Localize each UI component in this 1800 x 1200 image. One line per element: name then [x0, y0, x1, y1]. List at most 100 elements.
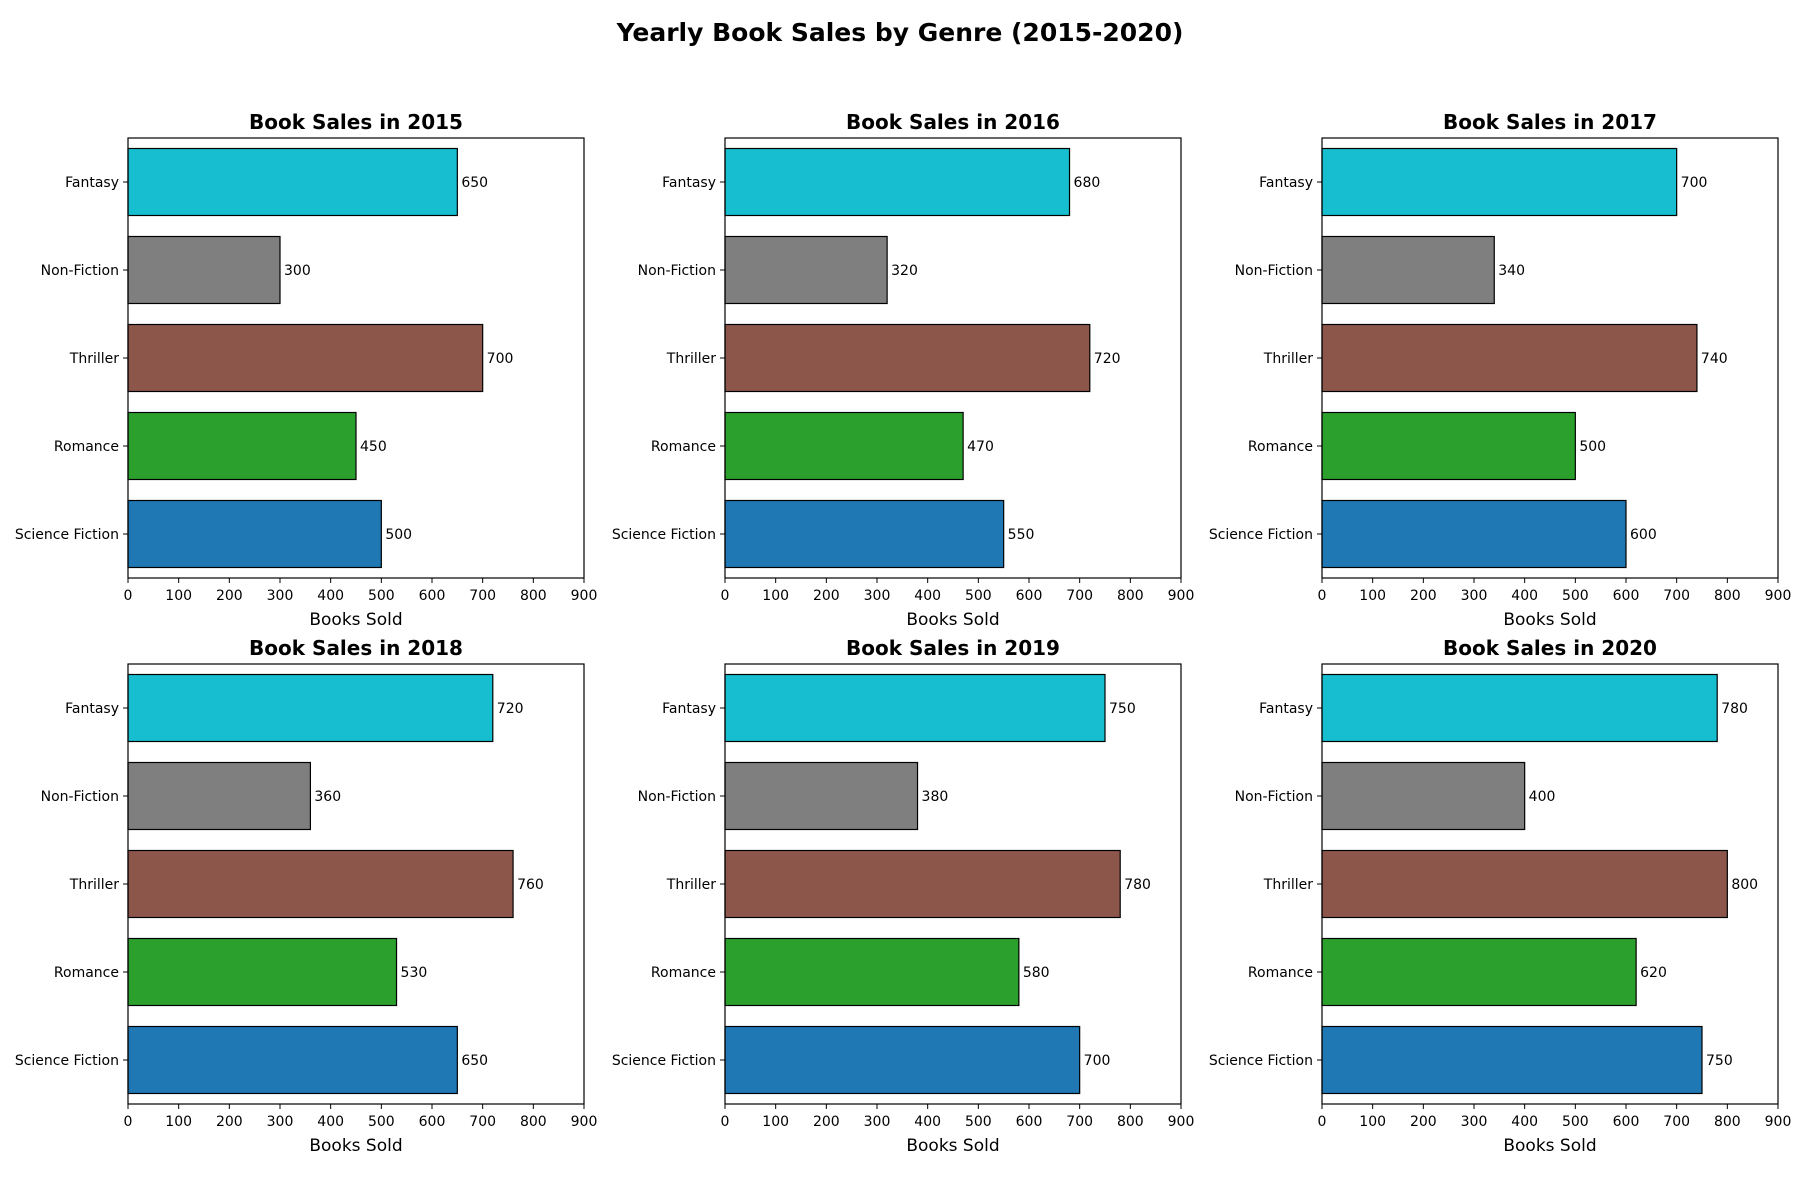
x-tick-label: 300	[1461, 588, 1488, 604]
bar-fantasy	[127, 147, 458, 217]
x-axis-label: Books Sold	[309, 1136, 402, 1156]
subplot-title: Book Sales in 2019	[846, 636, 1060, 660]
y-tick-label: Non-Fiction	[1235, 263, 1313, 279]
x-tick-label: 0	[1318, 588, 1327, 604]
value-label: 800	[1731, 877, 1758, 893]
y-tick-label: Non-Fiction	[41, 789, 119, 805]
x-tick-label: 300	[267, 588, 294, 604]
subplot-title: Book Sales in 2016	[846, 110, 1060, 134]
x-axis-label: Books Sold	[309, 610, 402, 630]
bar-non-fiction	[127, 761, 311, 831]
value-label: 700	[1681, 175, 1708, 191]
x-tick-label: 900	[1168, 1114, 1195, 1130]
y-tick-label: Fantasy	[1259, 175, 1313, 191]
x-tick-label: 400	[1511, 588, 1538, 604]
y-tick-label: Thriller	[1263, 351, 1313, 367]
bar-romance	[1321, 411, 1576, 481]
x-tick-label: 500	[368, 1114, 395, 1130]
x-tick-label: 400	[317, 588, 344, 604]
y-tick-label: Thriller	[1263, 877, 1313, 893]
y-tick-label: Science Fiction	[15, 527, 119, 543]
x-tick-label: 500	[965, 588, 992, 604]
y-tick-label: Thriller	[666, 351, 716, 367]
value-label: 750	[1109, 701, 1136, 717]
x-tick-label: 400	[914, 588, 941, 604]
x-tick-label: 100	[1359, 1114, 1386, 1130]
x-tick-label: 900	[1765, 1114, 1792, 1130]
value-label: 700	[487, 351, 514, 367]
x-tick-label: 800	[520, 588, 547, 604]
x-tick-label: 200	[1410, 588, 1437, 604]
x-axis-label: Books Sold	[906, 610, 999, 630]
x-tick-label: 600	[1613, 1114, 1640, 1130]
bar-romance	[127, 411, 357, 481]
x-tick-label: 200	[216, 588, 243, 604]
bar-thriller	[127, 323, 484, 393]
y-tick-label: Non-Fiction	[41, 263, 119, 279]
x-tick-label: 800	[520, 1114, 547, 1130]
bar-romance	[127, 937, 398, 1007]
figure-title: Yearly Book Sales by Genre (2015-2020)	[616, 18, 1184, 47]
plot-frame	[724, 663, 1182, 1105]
y-tick-label: Science Fiction	[1209, 1053, 1313, 1069]
x-tick-label: 100	[165, 588, 192, 604]
y-tick-label: Romance	[1248, 965, 1313, 981]
x-tick-label: 500	[965, 1114, 992, 1130]
value-label: 580	[1023, 965, 1050, 981]
subplot-title: Book Sales in 2017	[1443, 110, 1657, 134]
y-tick-label: Science Fiction	[1209, 527, 1313, 543]
value-label: 620	[1640, 965, 1667, 981]
value-label: 750	[1706, 1053, 1733, 1069]
y-tick-label: Thriller	[69, 351, 119, 367]
bar-thriller	[1321, 323, 1698, 393]
x-tick-label: 500	[368, 588, 395, 604]
y-tick-label: Fantasy	[65, 175, 119, 191]
x-tick-label: 400	[317, 1114, 344, 1130]
x-tick-label: 800	[1714, 588, 1741, 604]
y-tick-label: Fantasy	[1259, 701, 1313, 717]
x-tick-label: 300	[864, 1114, 891, 1130]
x-tick-label: 600	[419, 1114, 446, 1130]
x-tick-label: 700	[1663, 1114, 1690, 1130]
x-tick-label: 0	[124, 588, 133, 604]
x-tick-label: 300	[267, 1114, 294, 1130]
x-tick-label: 800	[1117, 1114, 1144, 1130]
x-tick-label: 700	[1066, 1114, 1093, 1130]
x-tick-label: 600	[1016, 588, 1043, 604]
x-tick-label: 0	[721, 1114, 730, 1130]
value-label: 720	[497, 701, 524, 717]
x-tick-label: 700	[469, 1114, 496, 1130]
x-tick-label: 300	[864, 588, 891, 604]
value-label: 650	[461, 175, 488, 191]
x-tick-label: 200	[813, 588, 840, 604]
y-tick-label: Science Fiction	[612, 527, 716, 543]
bar-fantasy	[724, 673, 1106, 743]
x-tick-label: 800	[1117, 588, 1144, 604]
subplot-title: Book Sales in 2018	[249, 636, 463, 660]
y-tick-label: Romance	[54, 965, 119, 981]
x-tick-label: 900	[571, 1114, 598, 1130]
x-tick-label: 300	[1461, 1114, 1488, 1130]
bar-science-fiction	[724, 1025, 1081, 1095]
bar-thriller	[1321, 849, 1728, 919]
bar-non-fiction	[1321, 761, 1526, 831]
value-label: 450	[360, 439, 387, 455]
bar-non-fiction	[724, 235, 888, 305]
x-tick-label: 900	[571, 588, 598, 604]
x-tick-label: 600	[1613, 588, 1640, 604]
x-tick-label: 600	[1016, 1114, 1043, 1130]
plot-frame	[1321, 137, 1779, 579]
x-tick-label: 600	[419, 588, 446, 604]
plot-frame	[127, 137, 585, 579]
value-label: 300	[284, 263, 311, 279]
value-label: 740	[1701, 351, 1728, 367]
bar-fantasy	[1321, 673, 1718, 743]
x-tick-label: 0	[721, 588, 730, 604]
y-tick-label: Romance	[1248, 439, 1313, 455]
x-tick-label: 100	[762, 1114, 789, 1130]
value-label: 680	[1074, 175, 1101, 191]
x-tick-label: 700	[1066, 588, 1093, 604]
value-label: 720	[1094, 351, 1121, 367]
plot-frame	[724, 137, 1182, 579]
